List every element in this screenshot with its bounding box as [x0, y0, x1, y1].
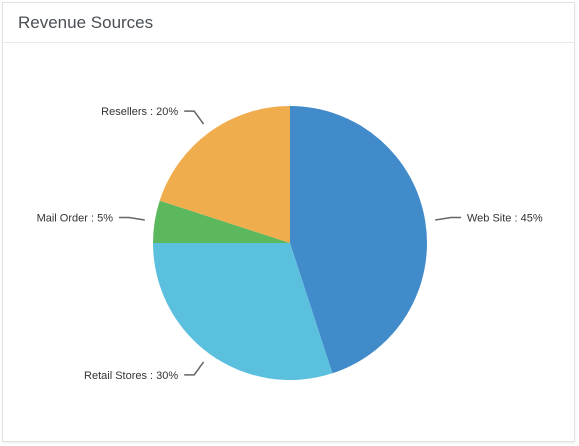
revenue-sources-panel: Revenue Sources Web Site : 45% Retail Sto…	[2, 2, 575, 442]
panel-header: Revenue Sources	[3, 3, 574, 43]
chart-area: Web Site : 45% Retail Stores : 30% Mail Or…	[3, 43, 576, 441]
slice-label-web-site: Web Site : 45%	[467, 213, 543, 225]
slice-label-retail-stores: Retail Stores : 30%	[84, 370, 178, 382]
slice-label-mail-order: Mail Order : 5%	[37, 213, 114, 225]
pie-slice-retail-stores[interactable]	[153, 243, 333, 380]
leader-line-web-site	[435, 216, 461, 221]
leader-line-resellers	[184, 110, 205, 125]
panel-title: Revenue Sources	[18, 12, 154, 32]
pie-slice-resellers[interactable]	[159, 106, 290, 243]
pie-chart: Web Site : 45% Retail Stores : 30% Mail Or…	[37, 106, 543, 382]
leader-line-mail-order	[119, 216, 145, 221]
slice-label-resellers: Resellers : 20%	[101, 106, 178, 118]
pie-slice-mail-order[interactable]	[153, 200, 290, 243]
leader-line-retail-stores	[184, 361, 205, 376]
pie-slice-web-site[interactable]	[290, 106, 427, 374]
